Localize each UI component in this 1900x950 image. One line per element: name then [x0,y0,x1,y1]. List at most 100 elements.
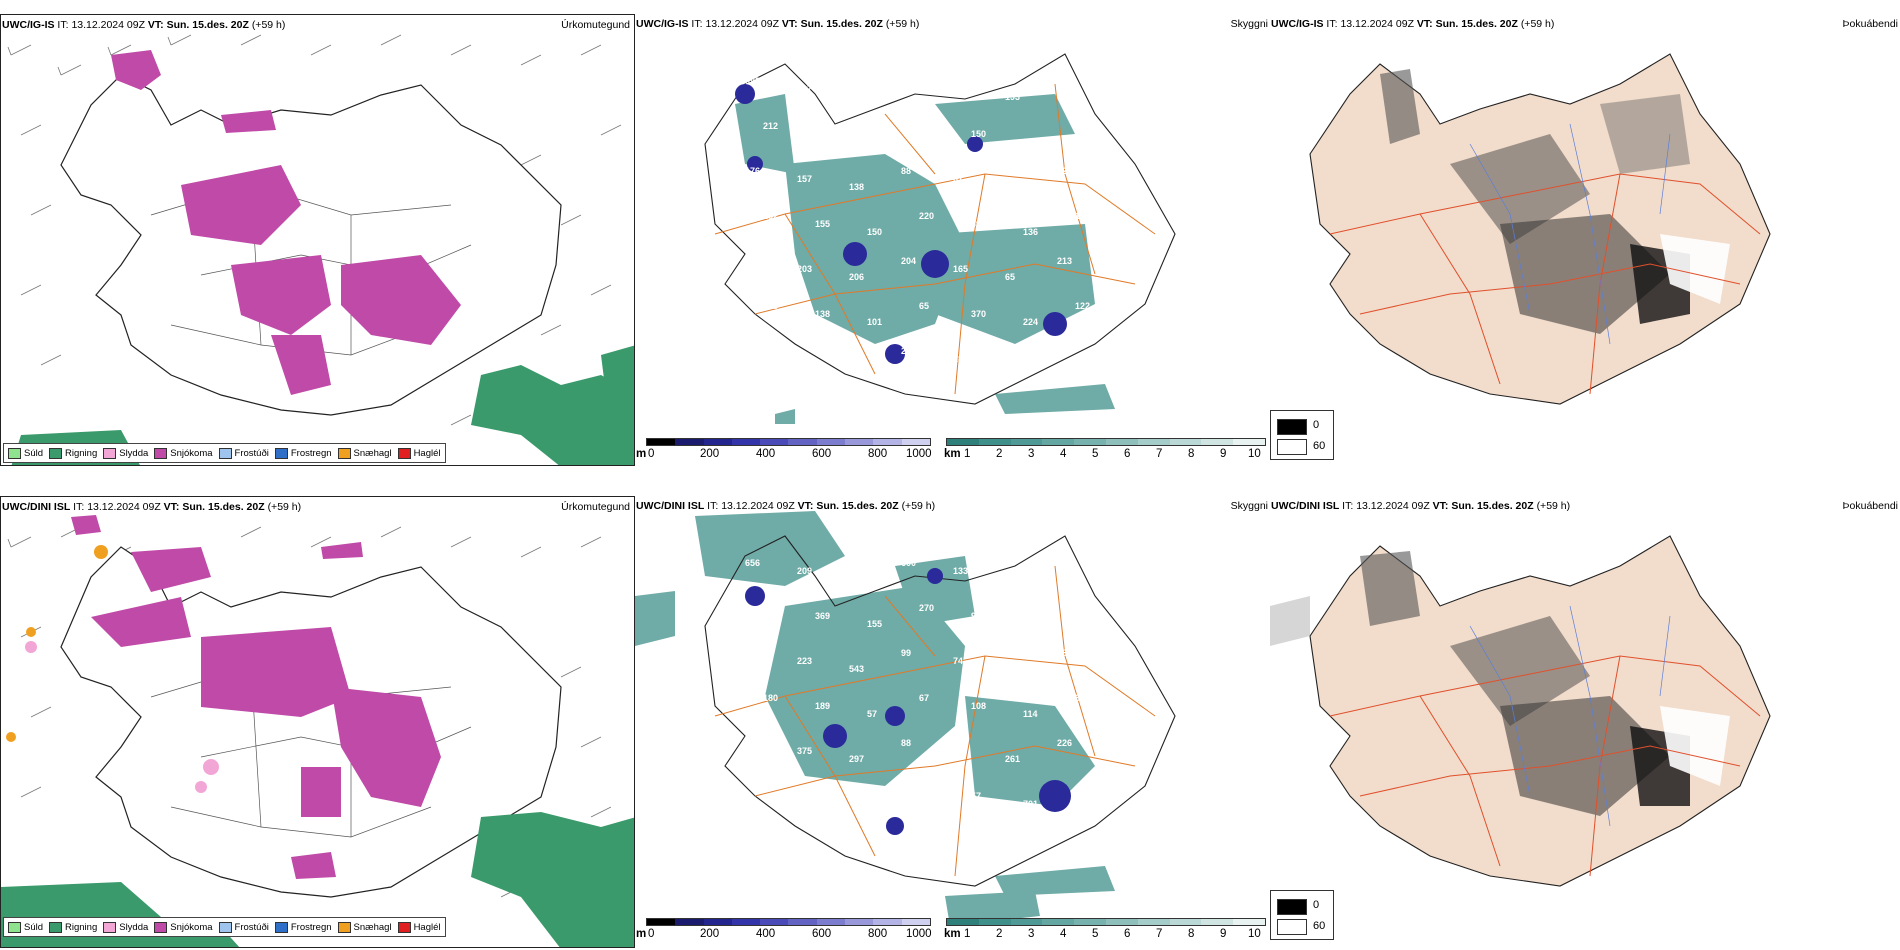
legend-item: Súld [8,447,44,459]
model-name: UWC/DINI ISL [1271,500,1340,512]
panel-title: UWC/DINI ISL IT: 13.12.2024 09Z VT: Sun.… [1271,500,1570,512]
precip-type-panel-1: UWC/IG-IS IT: 13.12.2024 09Z VT: Sun. 15… [0,14,635,466]
cloud-height-label: 218 [1075,783,1090,793]
cloud-height-labels: 656 209 174 600 133 74 854 852 369 155 270 928 451 33… [745,558,1090,854]
vt-value: Sun. 15.des. 20Z [800,18,883,30]
cloud-height-labels: 398 137 105 111 71 193 137 212 661 739 843 150 82 66 1… [745,76,1090,372]
cloud-height-label: 543 [849,664,864,674]
cloud-height-label: 65 [1005,272,1015,282]
cloud-height-label: 297 [849,754,864,764]
roads [1329,655,1761,877]
cloud-height-label: 212 [763,121,778,131]
swatch-icon [49,447,63,459]
fog-high-swatch [1277,899,1307,915]
cloud-height-label: 656 [745,558,760,568]
tick-label: 7 [1156,448,1163,460]
swatch-icon [274,921,288,933]
legend-label: Snæhagl [353,921,392,933]
cloud-color-strip [946,438,1266,446]
cloud-height-label: 67 [919,693,929,703]
tick-label: 10 [1248,928,1261,940]
swatch-icon [218,447,232,459]
cloud-height-label: 122 [867,799,882,809]
legend-label: Snæhagl [353,447,392,459]
cloud-height-label: 136 [1023,227,1038,237]
it-label: IT: [707,500,719,512]
cloud-height-label: 370 [971,309,986,319]
color-cell [845,919,874,925]
color-cell [845,439,874,445]
cloud-colorbar-2: km 1 2 3 4 5 6 7 8 9 10 [944,918,1269,946]
cloud-map-2: 656 209 174 600 133 74 854 852 369 155 270 928 451 33… [635,511,1176,926]
legend-label: Slydda [119,921,149,933]
legend-label: Haglél [413,921,441,933]
it-label: IT: [73,501,85,513]
legend-label: Slydda [119,447,149,459]
cloud-height-label: 101 [867,317,882,327]
tick-label: 8 [1188,928,1195,940]
cloud-height-label: 220 [919,211,934,221]
tick-label: 400 [756,448,776,460]
legend-label: Snjókoma [170,447,213,459]
precip-type-label: Úrkomutegund [561,501,630,513]
vt-label: VT: [781,18,798,30]
tick-label: 0 [648,928,655,940]
cloud-height-label: 852 [763,603,778,613]
height-unit: m [636,928,647,940]
legend-item: Rigning [49,447,98,459]
fog-index-legend-2: 0 60 [1270,890,1334,940]
cloud-height-label: 308 [1075,693,1090,703]
tick-label: 6 [1124,448,1131,460]
vt-label: VT: [1432,500,1449,512]
legend-label: Rigning [65,921,98,933]
cloud-height-label: 122 [1075,301,1090,311]
swatch-icon [154,921,168,933]
color-cell [1137,919,1170,925]
tick-label: 10 [1248,448,1261,460]
vt-value: Sun. 15.des. 20Z [816,500,899,512]
legend-label: Rigning [65,447,98,459]
vt-value: Sun. 15.des. 20Z [182,501,265,513]
color-cell [760,439,789,445]
legend-label: Frostregn [290,447,332,459]
it-label: IT: [691,18,703,30]
lead-time: (+59 h) [1536,500,1571,512]
color-cell [816,439,846,445]
color-cell [675,919,704,925]
fog-index-legend-1: 0 60 [1270,410,1334,460]
cloud-height-label: 165 [953,264,968,274]
color-cell [947,919,979,925]
cloud-height-label: 165 [745,648,760,658]
fog-shading [1380,69,1730,334]
legend-item: Frostregn [274,921,332,933]
cloud-height-label: 155 [815,219,830,229]
color-cell [731,439,761,445]
swatch-icon [274,447,288,459]
tick-label: 4 [1060,448,1067,460]
cloud-height-label: 369 [815,611,830,621]
cloud-height-label: 600 [901,558,916,568]
legend-item: Slydda [103,447,149,459]
swatch-icon [8,921,21,933]
cloud-height-label: 74 [815,791,825,801]
tick-label: 9 [1220,928,1227,940]
cloud-height-label: 185 [1075,211,1090,221]
tick-label: 5 [1092,928,1099,940]
tick-label: 7 [1156,928,1163,940]
cloud-height-label: 223 [797,656,812,666]
panel-title: UWC/IG-IS IT: 13.12.2024 09Z VT: Sun. 15… [1271,18,1554,30]
it-value: 13.12.2024 09Z [87,501,161,513]
swatch-icon [397,447,411,459]
cloud-height-label: 187 [953,354,968,364]
model-name: UWC/IG-IS [1271,18,1324,30]
tick-label: 200 [700,448,720,460]
color-cell [1074,439,1106,445]
fog-low-swatch [1277,919,1307,935]
color-cell [1169,919,1202,925]
legend-item: Súld [8,921,43,933]
fog-label: Þokuábendi [1842,18,1898,30]
cloud-height-label: 148 [745,256,760,266]
wind-barbs [7,34,622,426]
legend-label: Súld [24,447,44,459]
cloud-height-label: 843 [919,121,934,131]
